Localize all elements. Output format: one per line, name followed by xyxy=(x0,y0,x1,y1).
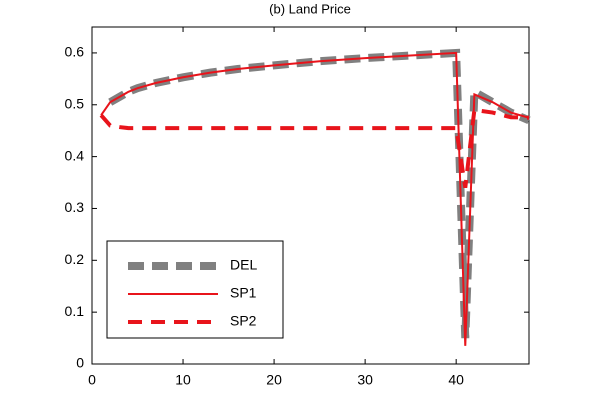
x-tick-label: 0 xyxy=(88,372,96,388)
series-line xyxy=(100,51,530,346)
series-line xyxy=(99,107,530,189)
x-tick-label: 40 xyxy=(448,372,464,388)
x-tick-label: 30 xyxy=(357,372,373,388)
legend-label: DEL xyxy=(230,257,257,273)
y-tick-label: 0.5 xyxy=(65,95,85,111)
y-tick-label: 0.2 xyxy=(65,251,85,267)
x-tick-label: 20 xyxy=(266,372,282,388)
y-tick-label: 0.6 xyxy=(65,44,85,60)
x-tick-label: 10 xyxy=(175,372,191,388)
y-tick-label: 0.3 xyxy=(65,199,85,215)
y-tick-label: 0 xyxy=(76,355,84,371)
legend-label: SP1 xyxy=(230,285,257,301)
y-tick-label: 0.1 xyxy=(65,303,85,319)
y-tick-label: 0.4 xyxy=(65,147,85,163)
legend-label: SP2 xyxy=(230,313,257,329)
chart-title: (b) Land Price xyxy=(269,1,351,16)
